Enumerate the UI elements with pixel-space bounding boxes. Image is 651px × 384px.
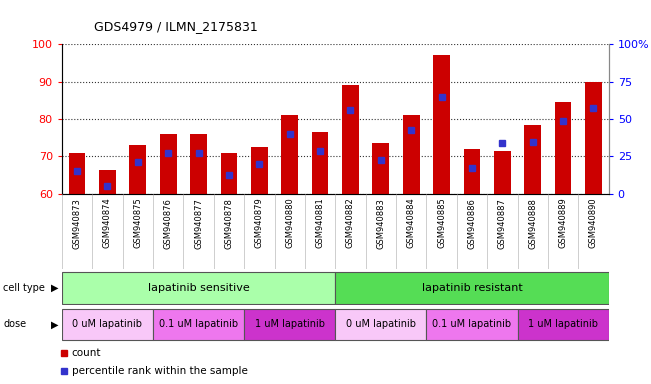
Bar xyxy=(335,309,426,340)
Bar xyxy=(335,273,609,303)
Text: GSM940877: GSM940877 xyxy=(194,198,203,248)
Bar xyxy=(281,115,298,194)
Bar xyxy=(372,143,389,194)
Bar xyxy=(159,134,176,194)
Text: GSM940888: GSM940888 xyxy=(528,198,537,248)
Bar xyxy=(99,170,116,194)
Text: GSM940880: GSM940880 xyxy=(285,198,294,248)
Text: GSM940873: GSM940873 xyxy=(72,198,81,248)
Text: GSM940884: GSM940884 xyxy=(407,198,416,248)
Text: GSM940875: GSM940875 xyxy=(133,198,143,248)
Text: percentile rank within the sample: percentile rank within the sample xyxy=(72,366,247,376)
Bar xyxy=(153,309,244,340)
Bar xyxy=(434,55,450,194)
Bar xyxy=(244,309,335,340)
Bar xyxy=(342,85,359,194)
Bar xyxy=(190,134,207,194)
Text: lapatinib resistant: lapatinib resistant xyxy=(422,283,522,293)
Bar xyxy=(62,309,153,340)
Text: ▶: ▶ xyxy=(51,283,59,293)
Bar xyxy=(585,81,602,194)
Bar xyxy=(221,153,237,194)
Text: dose: dose xyxy=(3,319,27,329)
Text: GSM940881: GSM940881 xyxy=(316,198,325,248)
Text: 0.1 uM lapatinib: 0.1 uM lapatinib xyxy=(159,319,238,329)
Text: GSM940890: GSM940890 xyxy=(589,198,598,248)
Bar xyxy=(130,145,146,194)
Text: ▶: ▶ xyxy=(51,319,59,329)
Text: GSM940889: GSM940889 xyxy=(559,198,568,248)
Text: 0 uM lapatinib: 0 uM lapatinib xyxy=(72,319,143,329)
Text: GSM940882: GSM940882 xyxy=(346,198,355,248)
Text: GSM940879: GSM940879 xyxy=(255,198,264,248)
Text: GSM940874: GSM940874 xyxy=(103,198,112,248)
Text: GSM940883: GSM940883 xyxy=(376,198,385,248)
Text: count: count xyxy=(72,348,101,358)
Text: 0 uM lapatinib: 0 uM lapatinib xyxy=(346,319,416,329)
Bar xyxy=(62,273,335,303)
Text: 0.1 uM lapatinib: 0.1 uM lapatinib xyxy=(432,319,512,329)
Text: 1 uM lapatinib: 1 uM lapatinib xyxy=(528,319,598,329)
Bar xyxy=(494,151,510,194)
Bar xyxy=(426,309,518,340)
Text: lapatinib sensitive: lapatinib sensitive xyxy=(148,283,249,293)
Bar xyxy=(518,309,609,340)
Text: GSM940885: GSM940885 xyxy=(437,198,446,248)
Text: cell type: cell type xyxy=(3,283,45,293)
Bar xyxy=(464,149,480,194)
Bar xyxy=(251,147,268,194)
Bar xyxy=(525,125,541,194)
Text: GSM940887: GSM940887 xyxy=(498,198,507,248)
Text: GSM940878: GSM940878 xyxy=(225,198,234,248)
Bar xyxy=(403,115,419,194)
Bar xyxy=(69,153,85,194)
Text: GSM940876: GSM940876 xyxy=(163,198,173,248)
Text: GDS4979 / ILMN_2175831: GDS4979 / ILMN_2175831 xyxy=(94,20,258,33)
Bar xyxy=(555,102,572,194)
Bar xyxy=(312,132,329,194)
Text: 1 uM lapatinib: 1 uM lapatinib xyxy=(255,319,325,329)
Text: GSM940886: GSM940886 xyxy=(467,198,477,248)
